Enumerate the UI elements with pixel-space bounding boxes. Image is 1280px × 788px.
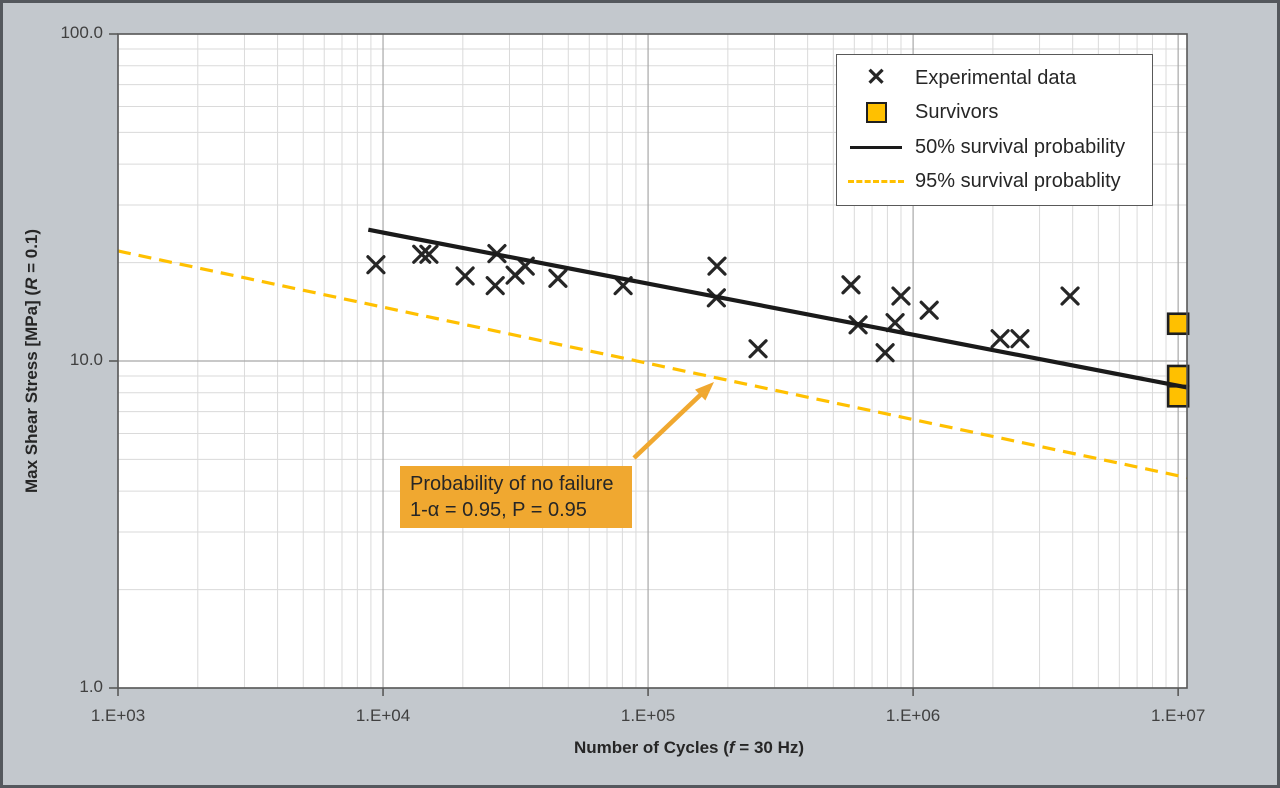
dashed-line-icon — [837, 180, 915, 184]
x-tick-label: 1.E+04 — [355, 706, 411, 725]
survival-50-line — [367, 227, 1188, 390]
x-tick-label: 1.E+03 — [90, 706, 146, 725]
x-data-marker — [707, 256, 727, 276]
y-axis-title-var: R — [22, 277, 41, 290]
legend-label: 50% survival probability — [915, 135, 1126, 158]
annotation-arrow-head — [695, 382, 714, 401]
x-data-marker — [875, 343, 895, 363]
x-tick-label: 1.E+06 — [885, 706, 941, 725]
x-data-marker — [841, 275, 861, 295]
x-data-marker — [885, 313, 905, 333]
annotation-arrow-line — [632, 390, 705, 460]
x-data-marker — [990, 329, 1010, 349]
legend-label: 95% survival probablity — [915, 170, 1121, 193]
y-tick-label: 1.0 — [79, 677, 103, 696]
x-data-marker — [1060, 286, 1080, 306]
x-data-marker — [485, 276, 505, 296]
legend-item-survivors: Survivors — [837, 101, 1152, 124]
y-tick-label: 10.0 — [69, 350, 103, 369]
y-axis-title-text: Max Shear Stress [MPa] ( — [22, 289, 41, 494]
x-axis-title: Number of Cycles (f = 30 Hz) — [439, 738, 939, 758]
legend-item-50pct: 50% survival probability — [837, 136, 1152, 159]
x-marker-icon: ✕ — [865, 64, 887, 92]
x-tick-label: 1.E+05 — [620, 706, 676, 725]
annotation-line2: 1-α = 0.95, P = 0.95 — [410, 499, 587, 521]
legend-label: Survivors — [915, 101, 999, 124]
square-marker-icon — [837, 102, 915, 124]
x-data-marker — [419, 244, 439, 264]
solid-line-icon — [837, 145, 915, 149]
x-data-marker — [1010, 329, 1030, 349]
legend: ✕ Experimental data Survivors 50% surviv… — [836, 54, 1153, 206]
survival-95-line — [117, 249, 1188, 480]
x-data-marker — [891, 286, 911, 306]
x-axis-title-text: Number of Cycles ( — [573, 738, 729, 757]
survivor-square-marker — [1166, 384, 1190, 408]
x-data-marker — [455, 266, 475, 286]
y-tick-label: 100.0 — [60, 23, 103, 42]
legend-item-95pct: 95% survival probablity — [837, 170, 1152, 193]
x-data-marker — [548, 268, 568, 288]
y-axis-title-unit: = 0.1) — [22, 228, 41, 278]
survivor-square-marker — [1166, 312, 1190, 336]
legend-item-experimental: ✕ Experimental data — [837, 64, 1152, 92]
x-data-marker — [412, 244, 432, 264]
x-data-marker — [919, 300, 939, 320]
x-tick-label: 1.E+07 — [1150, 706, 1206, 725]
x-axis-title-unit: = 30 Hz) — [734, 738, 805, 757]
x-data-marker — [366, 255, 386, 275]
x-data-marker — [748, 339, 768, 359]
annotation-box: Probability of no failure 1-α = 0.95, P … — [400, 466, 632, 528]
x-axis-title-var: f — [728, 738, 735, 757]
annotation-line1: Probability of no failure — [410, 473, 614, 495]
axis-ticks — [109, 33, 1179, 696]
legend-label: Experimental data — [915, 66, 1077, 89]
